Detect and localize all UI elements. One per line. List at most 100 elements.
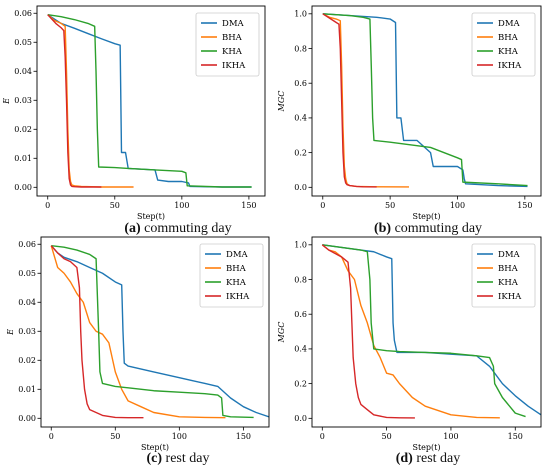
x-tick-label: 50 xyxy=(110,201,120,210)
y-tick-label: 0.2 xyxy=(294,379,307,388)
x-tick-label: 100 xyxy=(172,432,187,441)
series-line-dma xyxy=(50,245,269,418)
legend-box xyxy=(199,243,264,308)
y-axis-label: E xyxy=(2,98,11,105)
x-tick-label: 0 xyxy=(49,432,54,441)
plot-frame xyxy=(36,5,266,197)
series-line-ikha xyxy=(50,245,144,419)
y-tick-label: 0.00 xyxy=(18,414,36,423)
x-tick-label: 150 xyxy=(236,432,251,441)
caption-d: (d) rest day xyxy=(328,451,528,467)
y-axis-label: MGC xyxy=(277,322,286,344)
x-tick-label: 0 xyxy=(320,201,325,210)
chart-panel-d: 0 50 100 150 0.0 0.2 0.4 0.6 0.8 1.0 Step(t) MGC DMA… xyxy=(277,236,542,452)
caption-c-text: rest day xyxy=(162,451,210,466)
y-tick-label: 0.06 xyxy=(18,240,36,249)
x-axis-label: Step(t) xyxy=(137,212,165,221)
legend-box xyxy=(195,12,260,77)
x-tick-label: 150 xyxy=(241,201,256,210)
caption-a-letter: (a) xyxy=(124,221,141,236)
legend-label-dma: DMA xyxy=(226,250,249,260)
legend: DMA BHA KHA IKHA xyxy=(195,12,260,77)
chart-panel-c: 0 50 100 150 0.00 0.01 0.02 0.03 0.04 0.05 0.06 Ste… xyxy=(6,236,270,452)
y-tick-label: 0.00 xyxy=(14,183,32,192)
series-line-ikha xyxy=(322,13,377,188)
y-tick-label: 0.8 xyxy=(294,275,307,284)
chart-panel-b: 0 50 100 150 0.0 0.2 0.4 0.6 0.8 1.0 Step(t) MGC DMA… xyxy=(277,5,542,221)
y-tick-label: 0.01 xyxy=(18,385,36,394)
caption-d-letter: (d) xyxy=(395,451,413,466)
legend: DMA BHA KHA IKHA xyxy=(199,243,264,308)
legend-label-dma: DMA xyxy=(498,250,521,260)
y-tick-label: 0.05 xyxy=(14,38,32,47)
x-tick-label: 50 xyxy=(110,432,120,441)
y-tick-label: 0.4 xyxy=(294,114,307,123)
caption-b: (b) commuting day xyxy=(328,221,528,237)
plot-frame xyxy=(311,5,542,197)
x-tick-label: 50 xyxy=(385,201,395,210)
y-tick-label: 0.02 xyxy=(14,125,32,134)
series-line-kha xyxy=(322,13,528,187)
legend-label-ikha: IKHA xyxy=(498,61,522,71)
caption-b-letter: (b) xyxy=(373,221,392,236)
x-tick-label: 0 xyxy=(320,432,325,441)
y-tick-label: 1.0 xyxy=(294,241,307,250)
y-tick-label: 0.02 xyxy=(18,356,36,365)
series-line-dma xyxy=(47,14,252,188)
legend-label-bha: BHA xyxy=(222,33,243,43)
caption-c-letter: (c) xyxy=(146,451,163,466)
legend-label-ikha: IKHA xyxy=(222,61,246,71)
y-axis-label: MGC xyxy=(277,91,286,113)
legend-label-bha: BHA xyxy=(498,264,519,274)
caption-d-text: rest day xyxy=(412,451,461,466)
caption-c: (c) rest day xyxy=(78,451,278,467)
x-axis-label: Step(t) xyxy=(412,443,440,452)
y-tick-label: 0.03 xyxy=(14,96,32,105)
legend: DMA BHA KHA IKHA xyxy=(471,243,536,308)
y-tick-label: 0.03 xyxy=(18,327,36,336)
legend-box xyxy=(471,12,536,77)
x-tick-label: 100 xyxy=(174,201,189,210)
legend-label-ikha: IKHA xyxy=(498,292,522,302)
x-tick-label: 100 xyxy=(443,432,458,441)
x-axis-label: Step(t) xyxy=(141,443,169,452)
y-tick-label: 0.01 xyxy=(14,154,32,163)
legend-label-kha: KHA xyxy=(222,47,243,57)
x-tick-label: 150 xyxy=(517,201,532,210)
plot-frame xyxy=(311,236,542,428)
series-line-ikha xyxy=(47,14,102,188)
y-tick-label: 0.4 xyxy=(294,345,307,354)
y-tick-label: 0.8 xyxy=(294,44,307,53)
plot-frame xyxy=(40,236,270,428)
y-tick-label: 1.0 xyxy=(294,10,307,19)
series-line-kha xyxy=(47,14,252,188)
chart-panel-a: 0 50 100 150 0.00 0.01 0.02 0.03 0.04 0.05 0.06 Ste… xyxy=(2,5,266,221)
y-tick-label: 0.0 xyxy=(294,414,307,423)
x-tick-label: 150 xyxy=(508,432,523,441)
y-tick-label: 0.0 xyxy=(294,183,307,192)
y-tick-label: 0.6 xyxy=(294,310,307,319)
legend-label-ikha: IKHA xyxy=(226,292,250,302)
y-tick-label: 0.6 xyxy=(294,79,307,88)
x-tick-label: 0 xyxy=(45,201,50,210)
y-tick-label: 0.04 xyxy=(14,67,32,76)
y-axis-label: E xyxy=(6,329,15,336)
legend-label-kha: KHA xyxy=(226,278,247,288)
x-tick-label: 50 xyxy=(382,432,392,441)
y-tick-label: 0.05 xyxy=(18,269,36,278)
x-tick-label: 100 xyxy=(450,201,465,210)
legend-label-kha: KHA xyxy=(498,47,519,57)
x-axis-label: Step(t) xyxy=(412,212,440,221)
series-line-bha xyxy=(50,245,226,419)
legend-box xyxy=(471,243,536,308)
legend-label-dma: DMA xyxy=(498,19,521,29)
legend-label-bha: BHA xyxy=(498,33,519,43)
series-line-kha xyxy=(51,245,254,419)
legend-label-dma: DMA xyxy=(222,19,245,29)
caption-a-text: commuting day xyxy=(140,221,232,236)
y-tick-label: 0.2 xyxy=(294,148,307,157)
legend-label-kha: KHA xyxy=(498,278,519,288)
y-tick-label: 0.04 xyxy=(18,298,36,307)
series-line-dma xyxy=(322,13,528,188)
